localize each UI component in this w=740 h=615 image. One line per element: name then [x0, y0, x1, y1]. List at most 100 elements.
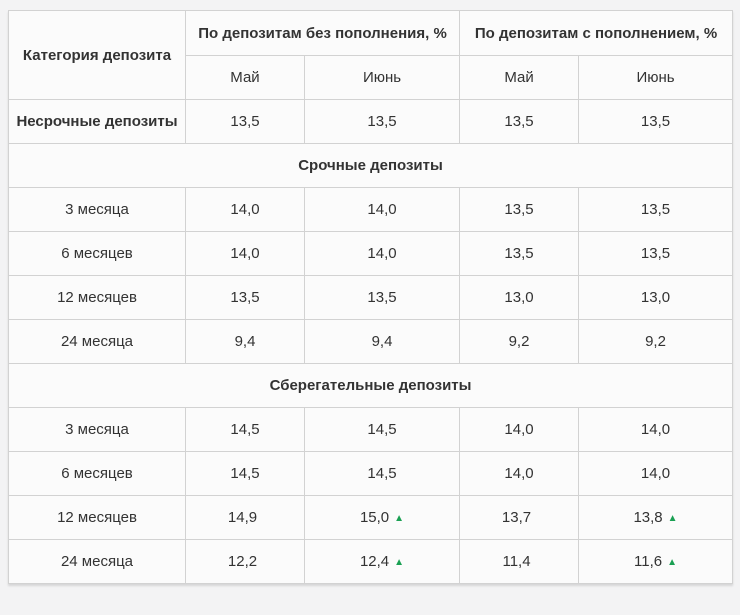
rate-cell: 14,0 [303, 187, 461, 232]
rate-cell: 14,5 [185, 407, 305, 452]
rate-cell: 14,0 [303, 231, 461, 276]
rate-value: 11,6 [634, 553, 663, 570]
rate-value: 14,0 [230, 245, 260, 262]
rate-value: 9,4 [371, 333, 393, 350]
rate-value: 13,5 [504, 245, 534, 262]
row-label: 12 месяцев [8, 275, 186, 320]
row-label: 6 месяцев [8, 451, 186, 496]
table-row: 6 месяцев 14,0 14,0 13,5 13,5 [8, 231, 734, 276]
row-label: 24 месяца [8, 319, 186, 364]
table-row: 3 месяца 14,0 14,0 13,5 13,5 [8, 187, 734, 232]
rate-value: 13,5 [230, 289, 260, 306]
rate-value: 13,5 [230, 113, 260, 130]
rate-cell: 14,0 [578, 451, 734, 496]
row-label: 12 месяцев [8, 495, 186, 540]
rate-cell: 14,0 [185, 231, 305, 276]
rate-cell: 15,0 ▲ [303, 495, 461, 540]
table-row: 12 месяцев 13,5 13,5 13,0 13,0 [8, 275, 734, 320]
rate-cell: 14,0 [459, 451, 580, 496]
rate-cell: 11,4 [459, 539, 580, 584]
rate-cell: 12,4 ▲ [303, 539, 461, 584]
rate-cell: 13,5 [185, 99, 305, 144]
rate-value: 14,0 [504, 465, 534, 482]
rate-value: 13,5 [504, 113, 534, 130]
rate-cell: 13,5 [303, 275, 461, 320]
rate-cell: 13,8 ▲ [578, 495, 734, 540]
rate-value: 13,7 [501, 509, 532, 526]
rate-cell: 14,5 [303, 407, 461, 452]
table-row: Несрочные депозиты 13,5 13,5 13,5 13,5 [8, 99, 734, 144]
rate-value: 14,5 [230, 465, 260, 482]
rate-value: 14,0 [230, 201, 260, 218]
rate-cell: 13,5 [578, 187, 734, 232]
rate-cell: 13,0 [578, 275, 734, 320]
rate-cell: 14,5 [185, 451, 305, 496]
up-arrow-icon: ▲ [394, 513, 405, 524]
rate-value: 13,8 [633, 509, 663, 526]
rate-cell: 13,5 [303, 99, 461, 144]
rate-cell: 14,0 [578, 407, 734, 452]
row-label: 6 месяцев [8, 231, 186, 276]
rate-cell: 13,5 [578, 231, 734, 276]
rate-cell: 13,0 [459, 275, 580, 320]
row-label: Несрочные депозиты [8, 99, 186, 144]
rate-value: 9,2 [508, 333, 530, 350]
rate-value: 13,5 [367, 289, 397, 306]
month-header-row: Май Июнь Май Июнь [9, 55, 734, 100]
rate-cell: 11,6 ▲ [578, 539, 734, 584]
section-title: Сберегательные депозиты [7, 363, 734, 408]
rate-value: 13,5 [367, 113, 397, 130]
rate-value: 14,0 [504, 421, 534, 438]
rate-cell: 14,0 [185, 187, 305, 232]
rate-value: 15,0 [359, 509, 390, 526]
section-row: Срочные депозиты [7, 143, 734, 188]
group-header-row: Категория депозита По депозитам без попо… [8, 10, 734, 100]
rate-cell: 14,0 [459, 407, 580, 452]
rate-cell: 9,2 [459, 319, 580, 364]
month-header-may-2: Май [459, 55, 580, 100]
rate-value: 13,5 [504, 201, 534, 218]
row-label: 24 месяца [8, 539, 186, 584]
rate-value: 11,4 [502, 553, 531, 570]
month-header-june-1: Июнь [303, 55, 461, 100]
rate-value: 13,5 [640, 113, 671, 130]
table-row: 24 месяца 9,4 9,4 9,2 9,2 [8, 319, 734, 364]
row-label: 3 месяца [8, 187, 186, 232]
rate-value: 14,5 [367, 421, 397, 438]
rate-cell: 9,2 [578, 319, 734, 364]
table-row: 3 месяца 14,5 14,5 14,0 14,0 [8, 407, 734, 452]
rate-value: 13,5 [640, 201, 671, 218]
rate-cell: 13,7 [459, 495, 580, 540]
row-label: 3 месяца [8, 407, 186, 452]
section-row: Сберегательные депозиты [7, 363, 734, 408]
rate-cell: 9,4 [185, 319, 305, 364]
table-row: 6 месяцев 14,5 14,5 14,0 14,0 [8, 451, 734, 496]
rate-cell: 13,5 [459, 187, 580, 232]
rate-value: 14,9 [227, 509, 258, 526]
rate-value: 13,5 [640, 245, 671, 262]
rate-cell: 14,9 [185, 495, 305, 540]
month-header-may-1: Май [185, 55, 305, 100]
up-arrow-icon: ▲ [667, 513, 678, 524]
rate-value: 13,0 [640, 289, 671, 306]
rate-value: 14,0 [367, 245, 397, 262]
rate-cell: 14,5 [303, 451, 461, 496]
section-title: Срочные депозиты [7, 143, 734, 188]
rate-value: 9,4 [234, 333, 256, 350]
rate-value: 12,4 [359, 553, 390, 570]
group-header-with-replenishment: По депозитам с пополнением, % [459, 10, 734, 56]
rate-value: 9,2 [645, 333, 666, 350]
rate-cell: 12,2 [185, 539, 305, 584]
up-arrow-icon: ▲ [667, 557, 678, 568]
rate-cell: 9,4 [303, 319, 461, 364]
month-header-june-2: Июнь [578, 55, 734, 100]
rate-cell: 13,5 [185, 275, 305, 320]
up-arrow-icon: ▲ [394, 557, 405, 568]
rate-value: 12,2 [227, 553, 258, 570]
rate-value: 14,5 [367, 465, 397, 482]
rate-cell: 13,5 [578, 99, 734, 144]
rate-value: 13,0 [504, 289, 534, 306]
rate-value: 14,0 [640, 421, 671, 438]
group-header-without-replenishment: По депозитам без пополнения, % [184, 10, 461, 56]
rate-cell: 13,5 [459, 99, 580, 144]
